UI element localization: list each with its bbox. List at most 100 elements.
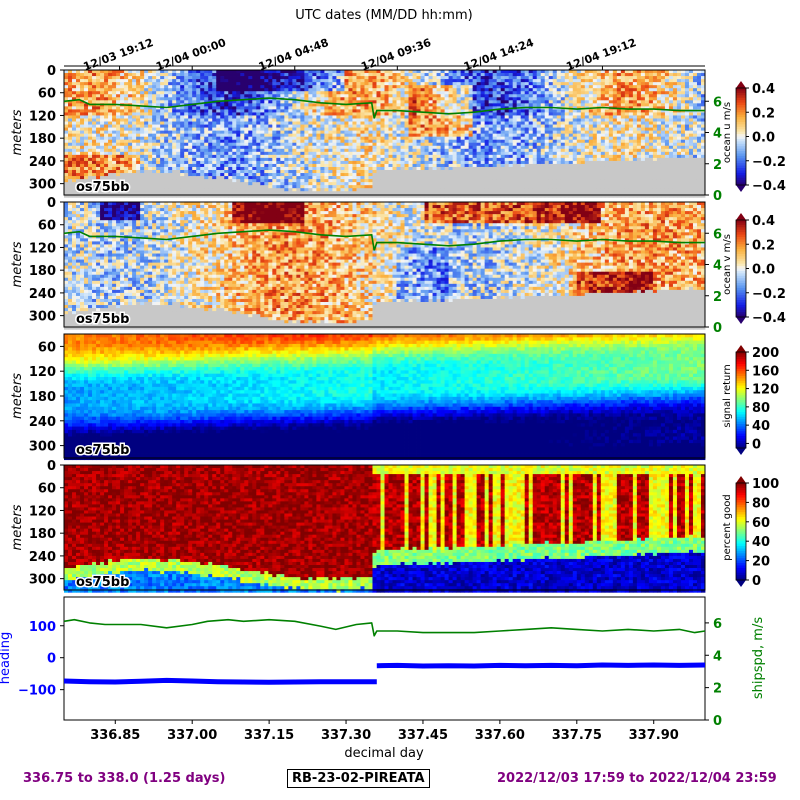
heatmap-cell [308,94,312,97]
heatmap-cell [525,185,529,188]
heatmap-cell [248,88,252,91]
heatmap-cell [152,125,156,128]
heatmap-cell [120,115,124,118]
heatmap-cell [537,152,541,155]
heatmap-cell [376,134,380,137]
heatmap-cell [120,173,124,176]
heatmap-cell [232,70,236,73]
heatmap-cell [417,91,421,94]
heatmap-cell [72,70,76,73]
heatmap-cell [517,73,521,76]
heatmap-cell [216,143,220,146]
heatmap-cell [308,167,312,170]
heatmap-cell [300,188,304,191]
heatmap-cell [316,182,320,185]
heatmap-cell [140,122,144,125]
heatmap-cell [120,100,124,103]
heatmap-cell [168,143,172,146]
heatmap-cell [352,125,356,128]
heatmap-cell [433,103,437,106]
heatmap-cell [409,170,413,173]
heatmap-cell [505,158,509,161]
heatmap-cell [264,191,268,194]
heatmap-cell [108,100,112,103]
heatmap-cell [445,188,449,191]
heatmap-cell [425,176,429,179]
heatmap-cell [344,118,348,121]
heatmap-cell [433,185,437,188]
heatmap-cell [477,134,481,137]
heatmap-cell [332,164,336,167]
heatmap-cell [132,94,136,97]
heatmap-cell [380,91,384,94]
heatmap-cell [112,70,116,73]
heatmap-cell [104,140,108,143]
heatmap-cell [236,146,240,149]
heatmap-cell [364,146,368,149]
heatmap-cell [116,115,120,118]
heatmap-cell [268,91,272,94]
heatmap-cell [296,91,300,94]
heatmap-cell [288,179,292,182]
heatmap-cell [156,137,160,140]
heatmap-cell [429,164,433,167]
heatmap-cell [348,146,352,149]
heatmap-cell [489,103,493,106]
heatmap-cell [200,152,204,155]
heatmap-cell [84,128,88,131]
heatmap-cell [296,112,300,115]
heatmap-cell [437,122,441,125]
heatmap-cell [128,173,132,176]
heatmap-cell [240,106,244,109]
heatmap-cell [276,70,280,73]
heatmap-cell [128,79,132,82]
heatmap-cell [136,122,140,125]
heatmap-cell [316,149,320,152]
heatmap-cell [128,164,132,167]
heatmap-cell [172,167,176,170]
heatmap-cell [493,91,497,94]
heatmap-cell [509,91,513,94]
heatmap-cell [208,191,212,194]
heatmap-cell [236,76,240,79]
heatmap-cell [216,158,220,161]
heatmap-cell [352,191,356,194]
heatmap-cell [124,164,128,167]
heatmap-cell [312,173,316,176]
heatmap-cell [473,140,477,143]
heatmap-cell [116,176,120,179]
heatmap-cell [72,173,76,176]
heatmap-cell [160,100,164,103]
heatmap-cell [128,91,132,94]
heatmap-cell [288,85,292,88]
heatmap-cell [220,164,224,167]
heatmap-cell [421,182,425,185]
heatmap-cell [312,182,316,185]
heatmap-cell [312,152,316,155]
heatmap-cell [144,122,148,125]
heatmap-cell [389,137,393,140]
heatmap-cell [521,94,525,97]
heatmap-cell [296,82,300,85]
heatmap-cell [453,149,457,152]
heatmap-cell [160,118,164,121]
heatmap-cell [68,140,72,143]
heatmap-cell [477,85,481,88]
heatmap-cell [489,182,493,185]
heatmap-cell [401,173,405,176]
heatmap-cell [393,73,397,76]
heatmap-cell [220,176,224,179]
heatmap-cell [208,79,212,82]
heatmap-cell [88,143,92,146]
heatmap-cell [525,97,529,100]
heatmap-cell [320,167,324,170]
heatmap-cell [260,82,264,85]
heatmap-cell [224,88,228,91]
heatmap-cell [421,155,425,158]
heatmap-cell [64,179,68,182]
heatmap-cell [100,140,104,143]
heatmap-cell [208,103,212,106]
heatmap-cell [385,140,389,143]
heatmap-cell [417,149,421,152]
heatmap-cell [397,128,401,131]
